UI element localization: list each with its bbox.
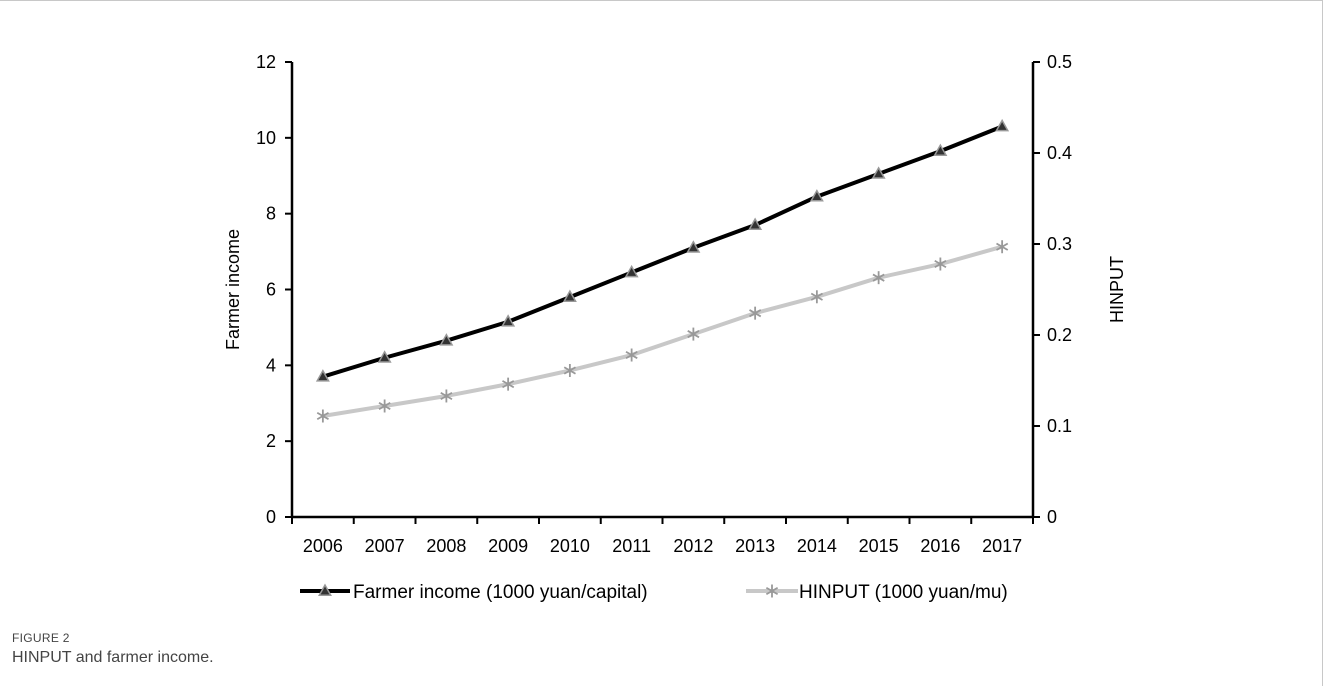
hinput-point bbox=[625, 348, 638, 362]
x-tick-label: 2011 bbox=[612, 536, 651, 556]
x-tick-label: 2016 bbox=[920, 536, 960, 556]
left-y-axis-label: Farmer income bbox=[223, 229, 243, 350]
ticks: 0 2 4 6 8 10 12 0 0.1 0.2 0.3 0.4 0.5 2006 2007 2008 200… bbox=[256, 52, 1072, 556]
x-tick-label: 2015 bbox=[859, 536, 899, 556]
hinput-point bbox=[687, 327, 700, 341]
x-tick-label: 2006 bbox=[303, 536, 343, 556]
farmer-income-point bbox=[748, 217, 763, 230]
legend: Farmer income (1000 yuan/capital) HINPUT … bbox=[300, 582, 1008, 603]
legend-marker-hinput bbox=[765, 584, 779, 598]
x-tick-label: 2007 bbox=[365, 536, 405, 556]
figure-label: FIGURE 2 bbox=[12, 631, 70, 645]
left-y-tick-label: 10 bbox=[256, 128, 276, 148]
right-y-tick-label: 0.1 bbox=[1047, 416, 1072, 436]
hinput-point bbox=[378, 399, 391, 413]
x-tick-label: 2010 bbox=[550, 536, 590, 556]
hinput-point bbox=[749, 306, 762, 320]
hinput-point bbox=[810, 290, 823, 304]
farmer-income-point bbox=[871, 166, 886, 179]
left-y-tick-label: 6 bbox=[266, 280, 276, 300]
figure-caption: HINPUT and farmer income. bbox=[12, 649, 214, 666]
hinput-point bbox=[316, 409, 329, 423]
right-y-tick-label: 0.4 bbox=[1047, 143, 1072, 163]
hinput-point bbox=[872, 271, 885, 285]
farmer-income-point bbox=[995, 118, 1010, 132]
left-y-tick-label: 2 bbox=[266, 431, 276, 451]
left-y-tick-label: 0 bbox=[266, 507, 276, 527]
x-tick-label: 2008 bbox=[426, 536, 466, 556]
x-tick-label: 2014 bbox=[797, 536, 837, 556]
hinput-point bbox=[502, 377, 515, 391]
farmer-income-point bbox=[501, 314, 516, 327]
legend-marker-farmer-income bbox=[318, 583, 332, 596]
left-y-tick-label: 4 bbox=[266, 355, 276, 375]
chart: 0 2 4 6 8 10 12 0 0.1 0.2 0.3 0.4 0.5 2006 2007 2008 200… bbox=[223, 52, 1127, 603]
right-y-tick-label: 0 bbox=[1047, 507, 1057, 527]
farmer-income-point bbox=[686, 240, 701, 253]
hinput-point bbox=[934, 257, 947, 271]
hinput-point bbox=[440, 389, 453, 403]
axes bbox=[290, 62, 1035, 519]
right-y-tick-label: 0.2 bbox=[1047, 325, 1072, 345]
farmer-income-line bbox=[322, 124, 1003, 379]
x-tick-label: 2009 bbox=[488, 536, 528, 556]
farmer-income-point bbox=[315, 369, 330, 382]
right-y-tick-label: 0.3 bbox=[1047, 234, 1072, 254]
hinput-point bbox=[563, 363, 576, 377]
left-y-tick-label: 12 bbox=[256, 52, 276, 72]
right-y-tick-label: 0.5 bbox=[1047, 52, 1072, 72]
legend-label-hinput: HINPUT (1000 yuan/mu) bbox=[799, 582, 1008, 603]
x-tick-label: 2017 bbox=[982, 536, 1022, 556]
farmer-income-point bbox=[624, 264, 639, 278]
farmer-income-point bbox=[809, 189, 824, 202]
farmer-income-point bbox=[562, 289, 577, 303]
farmer-income-point bbox=[377, 350, 392, 363]
hinput-line bbox=[322, 244, 1003, 418]
x-tick-label: 2012 bbox=[673, 536, 713, 556]
farmer-income-point bbox=[933, 143, 948, 157]
right-y-axis-label: HINPUT bbox=[1107, 256, 1127, 323]
hinput-point bbox=[996, 240, 1009, 254]
legend-label-farmer-income: Farmer income (1000 yuan/capital) bbox=[353, 582, 648, 603]
farmer-income-point bbox=[439, 333, 454, 346]
series-group bbox=[315, 118, 1010, 423]
x-tick-label: 2013 bbox=[735, 536, 775, 556]
left-y-tick-label: 8 bbox=[266, 204, 276, 224]
